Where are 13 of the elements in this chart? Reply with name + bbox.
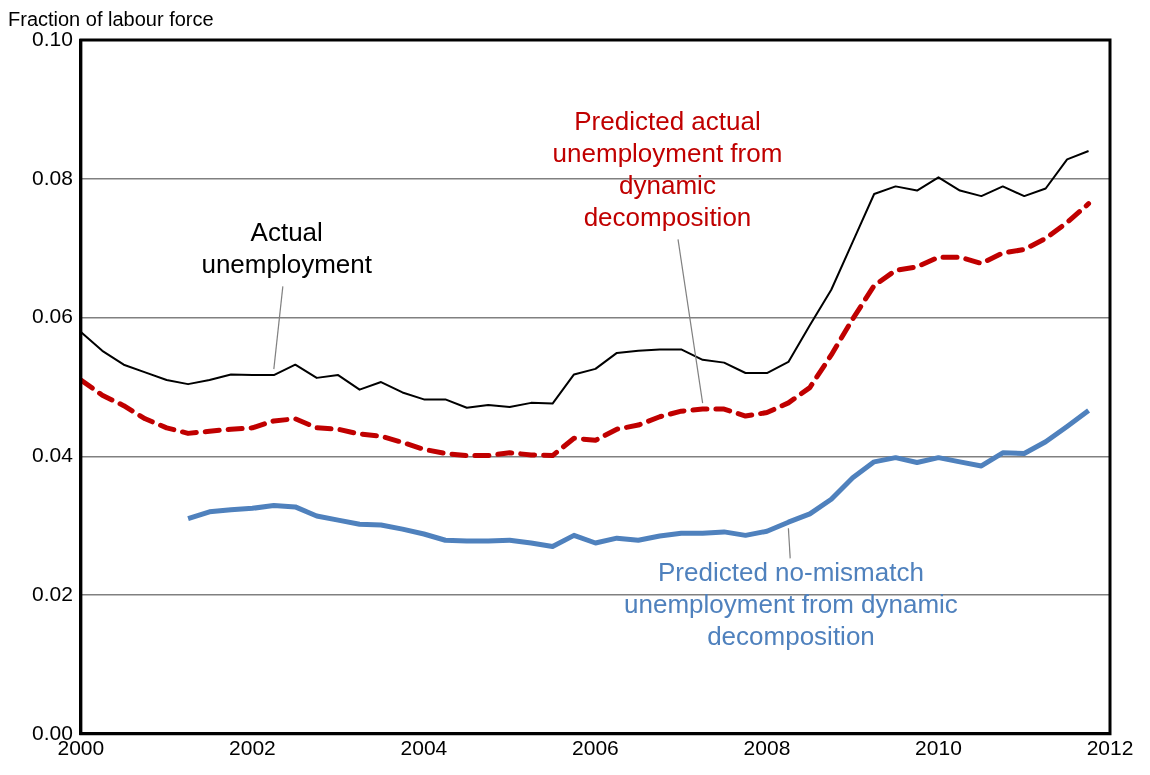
x-tick-label: 2008 [743, 736, 791, 760]
x-tick-label: 2004 [400, 736, 448, 760]
y-tick-label: 0.04 [32, 443, 74, 467]
x-tick-label: 2010 [915, 736, 962, 760]
text: Predicted actual unemployment from dynamic decomposition [552, 105, 783, 232]
text: Actual unemployment [201, 216, 373, 279]
series-label: Predicted no-mismatch unemployment from dynamic decomposition [624, 556, 958, 651]
x-tick-label: 2012 [1086, 736, 1134, 760]
y-tick-label: 0.06 [32, 304, 73, 328]
x-tick-label: 2006 [572, 736, 619, 760]
x-tick-label: 2002 [229, 736, 276, 760]
y-tick-label: 0.08 [32, 165, 73, 189]
y-tick-label: 0.02 [32, 581, 73, 605]
